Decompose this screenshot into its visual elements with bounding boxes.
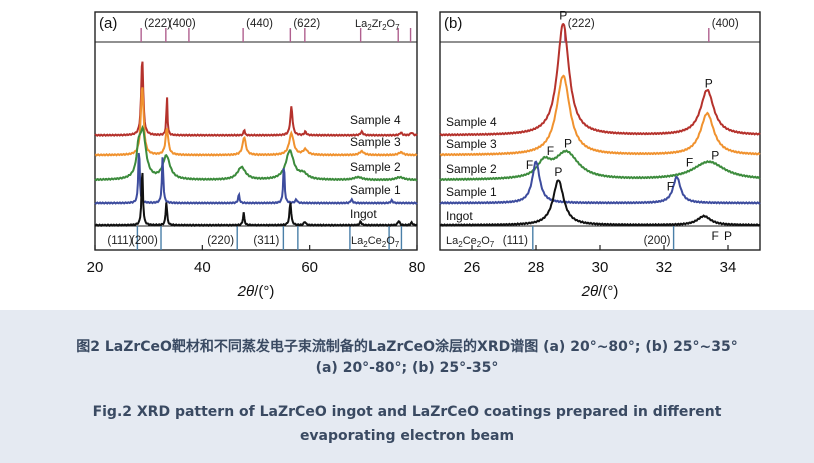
reference-top-hkl-label: (400) <box>169 18 196 30</box>
formula-subscript: 2 <box>458 240 463 249</box>
plot-frame <box>94 11 418 251</box>
reference-top-hkl-label: (222) <box>568 18 595 30</box>
series-label: Sample 2 <box>446 162 497 176</box>
phase-marker: P <box>559 9 567 23</box>
caption-chinese-line-2: (a) 20°-80°; (b) 25°-35° <box>315 360 499 376</box>
x-tick-label: 20 <box>87 259 104 276</box>
formula-subscript: 2 <box>382 240 387 249</box>
xrd-curve-sample-3 <box>439 74 761 157</box>
reference-bottom-hkl-label: (111) <box>503 235 528 247</box>
x-axis-label-unit: /(°) <box>598 283 618 300</box>
series-label: Sample 2 <box>350 160 401 174</box>
panel-label: (a) <box>99 15 117 32</box>
formula-part: Ce <box>368 235 382 247</box>
x-tick-label: 60 <box>301 259 318 276</box>
xrd-curve-sample-1 <box>439 160 761 205</box>
formula-part: La <box>355 18 368 30</box>
x-tick-label: 30 <box>592 259 609 276</box>
reference-bottom-hkl-label: (111) <box>107 235 132 247</box>
formula-subscript: 7 <box>395 23 400 32</box>
x-axis-label: 2θ/(°) <box>237 283 275 300</box>
caption-chinese-line-1: 图2 LaZrCeO靶材和不同蒸发电子束流制备的LaZrCeO涂层的XRD谱图 … <box>76 339 738 355</box>
formula-subscript: 2 <box>382 23 387 32</box>
formula-subscript: 2 <box>363 240 368 249</box>
formula-part: O <box>481 235 490 247</box>
series-label: Sample 1 <box>446 185 497 199</box>
series-label: Sample 4 <box>350 113 401 127</box>
formula-part: La <box>446 235 459 247</box>
xrd-curve-sample-1 <box>94 152 418 205</box>
x-tick-label: 28 <box>528 259 545 276</box>
panel-label: (b) <box>444 15 462 32</box>
xrd-curve-sample-4 <box>94 61 418 138</box>
x-tick-label: 40 <box>194 259 211 276</box>
phase-marker: P <box>564 137 572 151</box>
series-label: Sample 3 <box>446 137 497 151</box>
phase-marker: P <box>724 229 732 243</box>
series-label: Sample 3 <box>350 135 401 149</box>
series-label: Ingot <box>446 209 473 223</box>
reference-bottom-formula: La2Ce2O7 <box>351 235 400 249</box>
series-label: Sample 1 <box>350 183 401 197</box>
phase-marker: F <box>667 179 674 193</box>
reference-bottom-hkl-label: (200) <box>644 235 671 247</box>
figure-caption: 图2 LaZrCeO靶材和不同蒸发电子束流制备的LaZrCeO涂层的XRD谱图 … <box>0 310 814 463</box>
xrd-figure: (a) (222) (400) (440) (622) La2Zr2O7 (111) (200… <box>86 8 761 300</box>
xrd-curve-sample-2 <box>439 149 761 182</box>
reference-top-hkl-label: (622) <box>293 18 320 30</box>
x-axis-label: 2θ/(°) <box>581 283 619 300</box>
formula-subscript: 7 <box>490 240 495 249</box>
phase-marker: F <box>526 158 533 172</box>
xrd-curve-sample-4 <box>439 22 761 137</box>
reference-top-hkl-label: (440) <box>246 18 273 30</box>
x-tick-label: 34 <box>720 259 737 276</box>
formula-part: La <box>351 235 364 247</box>
reference-top-formula: La2Zr2O7 <box>355 18 400 32</box>
x-axis-label-unit: /(°) <box>254 283 274 300</box>
xrd-curve-sample-3 <box>94 87 418 157</box>
formula-part: O <box>386 235 395 247</box>
phase-marker: F <box>712 229 719 243</box>
phase-marker: F <box>686 156 693 170</box>
formula-part: O <box>387 18 396 30</box>
phase-marker: P <box>705 77 713 91</box>
x-axis-label-symbol: 2θ <box>237 283 254 300</box>
caption-english-line-1: Fig.2 XRD pattern of LaZrCeO ingot and L… <box>92 404 722 420</box>
reference-top-hkl-label: (400) <box>712 18 739 30</box>
x-axis-label-symbol: 2θ <box>581 283 598 300</box>
series-label: Sample 4 <box>446 115 497 129</box>
phase-marker: P <box>711 149 719 163</box>
xrd-curve-ingot <box>439 179 761 227</box>
xrd-chart-svg: (a) (222)(400) (440) (622) La2Zr2O7(111)(200… <box>87 9 761 300</box>
reference-bottom-hkl-label: (220) <box>207 235 234 247</box>
xrd-curve-sample-2 <box>94 124 418 182</box>
formula-part: Ce <box>463 235 477 247</box>
reference-bottom-formula: La2Ce2O7 <box>446 235 495 249</box>
phase-marker: P <box>554 165 562 179</box>
formula-subscript: 2 <box>477 240 482 249</box>
formula-part: Zr <box>372 18 383 30</box>
reference-bottom-hkl-label: (200) <box>131 235 158 247</box>
caption-english-line-2: evaporating electron beam <box>299 428 515 444</box>
x-tick-label: 26 <box>464 259 481 276</box>
reference-bottom-hkl-label: (311) <box>253 235 279 247</box>
xrd-curve-ingot <box>94 172 418 228</box>
formula-subscript: 7 <box>395 240 400 249</box>
x-tick-label: 32 <box>656 259 673 276</box>
reference-top-hkl-label: (222) <box>144 18 171 30</box>
series-label: Ingot <box>350 207 377 221</box>
x-tick-label: 80 <box>409 259 426 276</box>
formula-subscript: 2 <box>367 23 372 32</box>
phase-marker: F <box>547 144 554 158</box>
